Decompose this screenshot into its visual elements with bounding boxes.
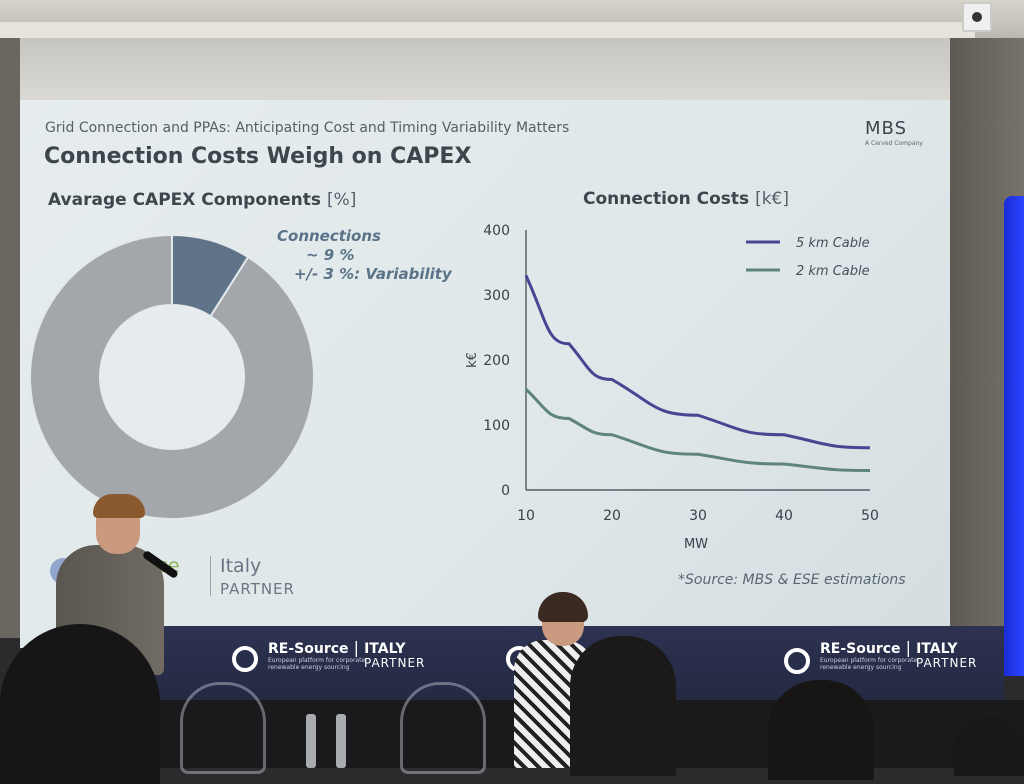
banner-block-1: RE-Source | ITALY European platform for …	[268, 638, 426, 671]
source-note: *Source: MBS & ESE estimations	[678, 572, 906, 588]
chair	[400, 682, 486, 774]
mbs-logo: MBS	[865, 118, 907, 139]
series-line-2	[524, 388, 871, 472]
donut-title-text: Avarage CAPEX Components	[48, 190, 322, 210]
y-tick-label: 100	[483, 418, 510, 434]
partner-label: PARTNER	[220, 580, 295, 598]
donut-chart	[29, 233, 315, 520]
legend-label-1: 5 km Cable	[796, 236, 870, 251]
series-line-1	[524, 274, 871, 450]
water-bottle	[306, 714, 316, 768]
connections-annotation-label: Connections	[277, 227, 381, 245]
audience-head	[0, 624, 160, 784]
banner-tagline-1: European platform for corporate	[820, 657, 918, 664]
x-tick-label: 30	[689, 508, 707, 524]
y-tick-label: 0	[501, 483, 510, 499]
connections-annotation-variability: +/- 3 %: Variability	[294, 265, 452, 283]
audience-head	[570, 636, 676, 776]
donut-chart-title: Avarage CAPEX Components [%]	[48, 190, 356, 210]
slide-title: Connection Costs Weigh on CAPEX	[44, 144, 472, 169]
blue-stage-light	[1004, 196, 1024, 676]
donut-title-unit: [%]	[326, 190, 357, 210]
y-tick-label: 200	[483, 353, 510, 369]
water-bottle	[336, 714, 346, 768]
audience-head	[768, 680, 874, 780]
y-axis-label: k€	[465, 352, 480, 368]
panelist-hair	[538, 592, 588, 622]
slide-supertitle: Grid Connection and PPAs: Anticipating C…	[45, 120, 570, 136]
x-tick-label: 20	[603, 508, 621, 524]
chair	[180, 682, 266, 774]
x-tick-label: 10	[517, 508, 535, 524]
camera-icon	[962, 2, 992, 32]
re-source-logo-icon	[784, 648, 810, 674]
slide: Grid Connection and PPAs: Anticipating C…	[20, 100, 950, 648]
speaker-hair	[93, 494, 145, 518]
connections-annotation-value: ~ 9 %	[306, 246, 355, 264]
screen-frame	[0, 22, 975, 38]
banner-partner: PARTNER	[364, 656, 426, 670]
banner-partner: PARTNER	[916, 656, 978, 670]
projection-screen: Grid Connection and PPAs: Anticipating C…	[20, 38, 950, 648]
re-source-logo-icon	[232, 646, 258, 672]
line-title-unit: [k€]	[755, 189, 789, 209]
banner-re-source: RE-Source	[820, 641, 901, 657]
mbs-logo-subtitle: A Cerved Company	[865, 140, 923, 147]
banner-tagline-1: European platform for corporate	[268, 657, 366, 664]
banner-block-3: RE-Source | ITALY European platform for …	[820, 638, 978, 671]
partner-separator	[210, 556, 211, 596]
x-tick-label: 40	[775, 508, 793, 524]
banner-italy: ITALY	[364, 641, 406, 657]
audience-head	[954, 716, 1024, 776]
donut-hole	[100, 305, 244, 449]
wall-left	[0, 38, 20, 638]
x-tick-label: 50	[861, 508, 879, 524]
banner-tagline-2: renewable energy sourcing	[820, 664, 902, 671]
line-chart-title: Connection Costs [k€]	[583, 189, 789, 209]
legend-label-2: 2 km Cable	[796, 264, 870, 279]
y-tick-label: 300	[483, 288, 510, 304]
banner-re-source: RE-Source	[268, 641, 349, 657]
banner-italy: ITALY	[916, 641, 958, 657]
partner-italy-text: Italy	[220, 555, 262, 577]
line-chart: 0 100 200 300 400 10 20 30 40 50 MW k€ 5 km Cable 2 k…	[465, 223, 879, 552]
banner-tagline-2: renewable energy sourcing	[268, 664, 350, 671]
y-tick-label: 400	[483, 223, 510, 239]
x-axis-label: MW	[684, 537, 708, 552]
line-title-text: Connection Costs	[583, 189, 750, 209]
